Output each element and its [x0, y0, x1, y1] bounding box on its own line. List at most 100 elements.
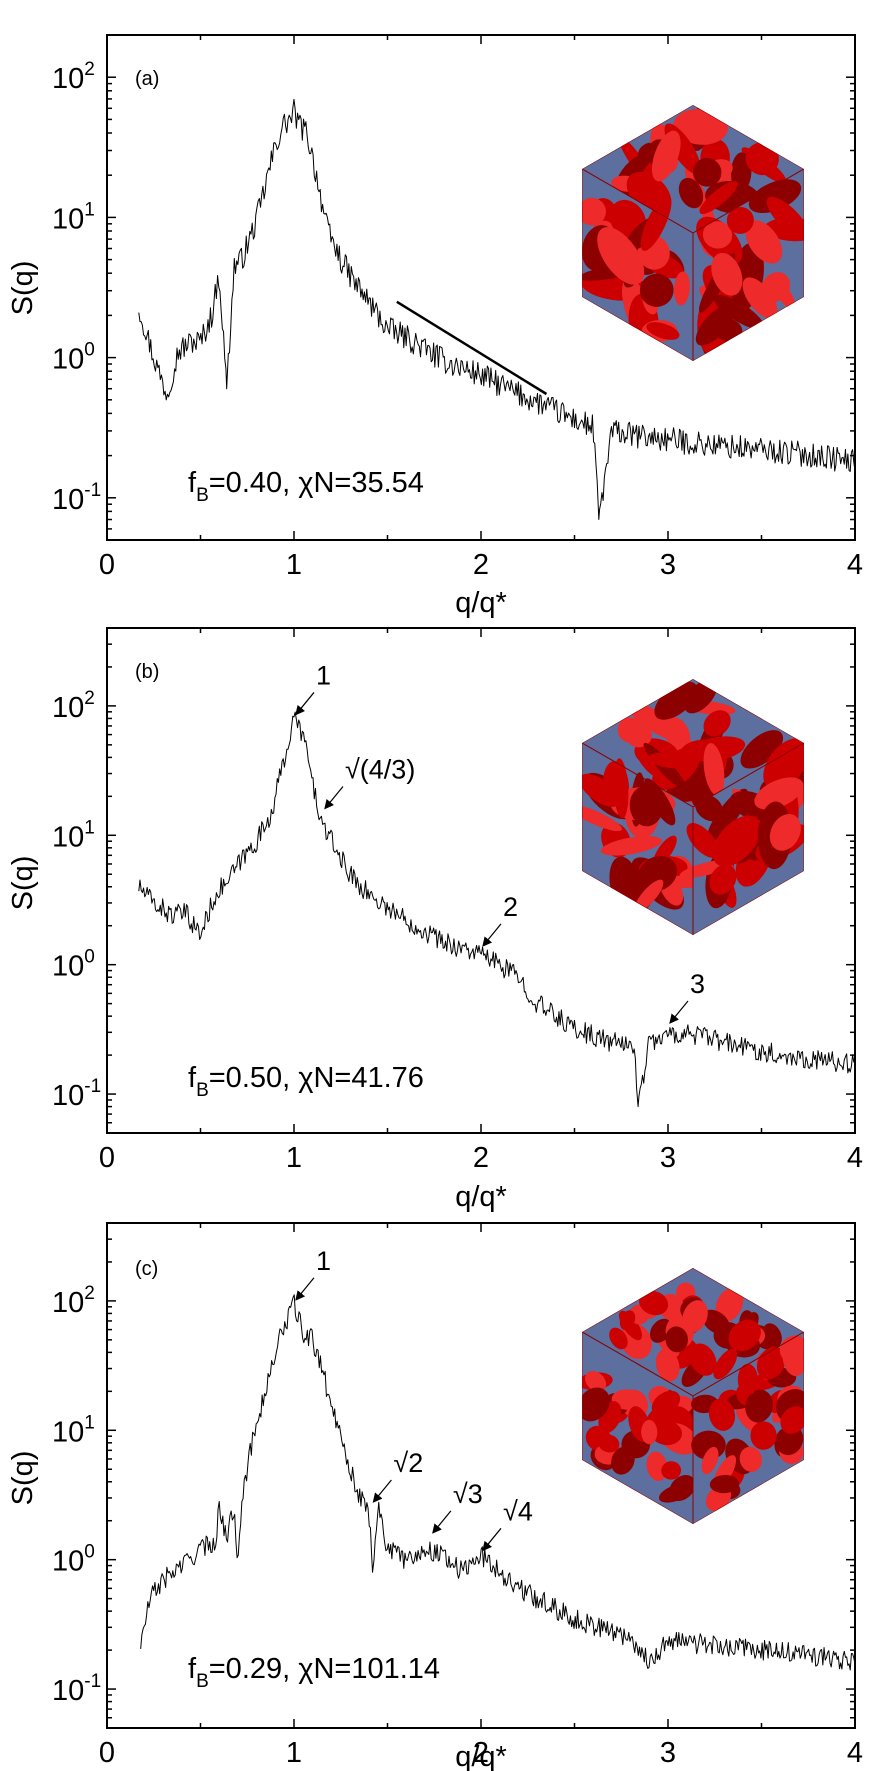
f-subscript: B — [196, 1671, 209, 1692]
peak-arrow — [324, 786, 344, 810]
domain-blob — [647, 752, 690, 769]
cube-face-edge — [582, 1331, 694, 1524]
domain-blob — [703, 743, 725, 796]
y-tick-label: 101 — [52, 817, 95, 853]
x-tick-labels: 0 1 2 3 4 — [99, 1142, 863, 1174]
y-tick-base: 10 — [52, 821, 84, 853]
domain-blob — [728, 1319, 761, 1352]
y-axis-label: S(q) — [7, 1451, 39, 1506]
domain-blob — [775, 283, 795, 309]
domain-blob — [702, 1309, 730, 1335]
peak-arrow — [669, 1000, 689, 1024]
y-tick-label: 101 — [52, 1412, 95, 1448]
domain-blob — [652, 747, 700, 790]
domain-blob — [754, 777, 804, 810]
panel-label: (b) — [135, 661, 159, 683]
domain-blob — [750, 1421, 777, 1450]
peak-label: 3 — [690, 969, 705, 999]
domain-blob — [686, 823, 720, 858]
domain-blob — [600, 836, 662, 856]
panel-label: (a) — [135, 68, 159, 90]
domain-blob — [763, 738, 804, 790]
params-label: fB=0.40, χN=35.54 — [188, 467, 424, 506]
x-tick-label: 0 — [99, 1737, 115, 1769]
domain-blob — [745, 142, 779, 176]
domain-blob — [692, 157, 722, 187]
peak-label: 1 — [316, 1246, 331, 1276]
domain-blob — [702, 221, 733, 249]
domain-blob — [739, 1446, 762, 1472]
domain-blob — [582, 773, 620, 807]
x-axis-label: q/q* — [455, 587, 507, 619]
params-value: =0.50, χN=41.76 — [209, 1062, 424, 1094]
y-tick-exponent: -1 — [84, 480, 101, 501]
y-tick-base: 10 — [52, 203, 84, 235]
domain-blob — [695, 304, 736, 346]
cube-left-face — [582, 1331, 699, 1524]
y-tick-exponent: 0 — [84, 1542, 95, 1563]
domain-blob — [769, 813, 801, 851]
domain-blob — [619, 1310, 636, 1331]
domain-blob — [715, 1287, 744, 1322]
x-tick-label: 0 — [99, 1142, 115, 1174]
peak-arrow — [482, 923, 502, 947]
axis-ticks — [106, 1222, 856, 1729]
y-tick-base: 10 — [52, 1546, 84, 1578]
morphology-inset — [582, 105, 804, 361]
domain-blob — [726, 206, 754, 234]
params-label: fB=0.50, χN=41.76 — [188, 1062, 424, 1101]
domain-blob — [597, 227, 645, 285]
x-tick-label: 4 — [847, 549, 863, 581]
cube-face-edge — [692, 168, 804, 361]
domain-blob — [711, 252, 743, 296]
domain-blob — [637, 856, 678, 892]
y-axis-label: S(q) — [7, 261, 39, 316]
domain-blob — [682, 1300, 708, 1333]
peak-arrow — [432, 1510, 452, 1534]
y-tick-exponent: -1 — [84, 1671, 101, 1692]
series-group — [138, 98, 855, 521]
cube-face-edge — [692, 1331, 804, 1524]
y-tick-base: 10 — [52, 1675, 84, 1707]
params-value: =0.40, χN=35.54 — [209, 467, 424, 499]
y-tick-label: 10-1 — [52, 1076, 101, 1112]
domain-blob — [712, 815, 762, 867]
x-tick-label: 2 — [473, 1737, 489, 1769]
cube-face-edge — [582, 168, 694, 361]
y-tick-label: 100 — [52, 947, 95, 983]
domain-blob — [766, 196, 804, 240]
domain-blob — [654, 681, 698, 720]
domain-blob — [655, 1349, 680, 1382]
y-tick-base: 10 — [52, 1080, 84, 1112]
domain-blob — [709, 864, 737, 895]
domain-blob — [780, 1406, 804, 1434]
y-tick-base: 10 — [52, 63, 84, 95]
domain-blob — [703, 710, 731, 737]
domain-blob — [628, 702, 685, 742]
domain-blob — [678, 177, 704, 209]
data-series-line — [138, 711, 855, 1108]
y-tick-base: 10 — [52, 1416, 84, 1448]
domain-blob — [737, 1363, 759, 1396]
domain-blob — [673, 271, 690, 306]
x-tick-label: 1 — [286, 1142, 302, 1174]
x-tick-label: 2 — [473, 549, 489, 581]
axis-ticks — [106, 34, 856, 541]
f-symbol: f — [188, 1062, 197, 1094]
x-tick-label: 1 — [286, 1737, 302, 1769]
domain-blob — [779, 1335, 804, 1363]
domain-blob — [713, 294, 764, 330]
x-axis-label: q/q* — [455, 1741, 507, 1771]
domain-blob — [582, 805, 622, 832]
peak-label: √(4/3) — [345, 754, 415, 784]
y-tick-exponent: 1 — [84, 817, 95, 838]
annotation-group: 1 √(4/3) 2 3 — [295, 660, 705, 1024]
x-axis-label: q/q* — [455, 1181, 507, 1213]
annotation-group: 1 √2 √3 √4 — [295, 1246, 533, 1552]
peak-label: √4 — [503, 1496, 533, 1526]
x-tick-label: 3 — [660, 549, 676, 581]
f-symbol: f — [188, 467, 197, 499]
y-tick-label: 102 — [52, 688, 95, 724]
